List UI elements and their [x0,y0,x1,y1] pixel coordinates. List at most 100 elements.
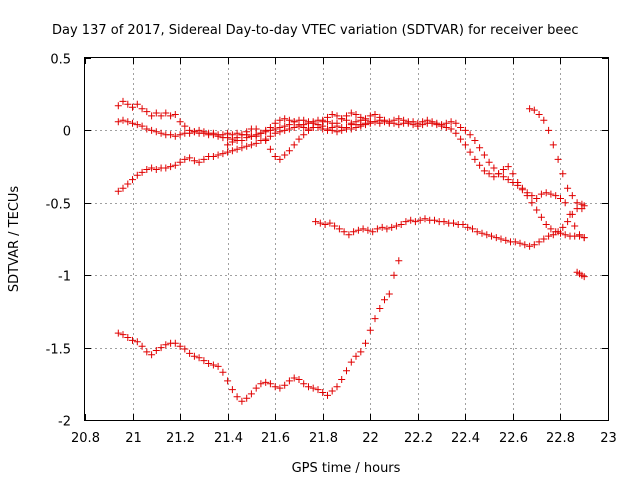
data-point-trace-3 [224,148,232,156]
data-point-trace-8 [328,387,336,395]
data-point-trace-3 [438,122,446,130]
data-point-trace-3 [281,126,289,134]
data-point-trace-8 [238,397,246,405]
data-point-trace-5 [316,219,324,227]
data-point-trace-8 [352,352,360,360]
data-point-trace-8 [119,331,127,339]
data-point-trace-8 [266,380,274,388]
data-point-trace-4 [233,134,241,142]
data-point-trace-6 [549,141,557,149]
data-point-trace-1 [152,109,160,117]
data-point-trace-5 [459,221,467,228]
data-point-trace-4 [314,124,322,131]
data-point-trace-4 [271,153,279,160]
data-point-trace-2 [262,128,270,136]
data-point-trace-5 [568,210,576,218]
data-point-trace-2 [152,128,160,136]
data-point-trace-5 [369,228,377,236]
data-point-trace-2 [205,129,213,137]
data-point-trace-8 [162,341,170,349]
data-point-trace-3 [285,125,293,133]
data-point-trace-1 [167,112,175,120]
data-point-trace-8 [343,367,350,375]
data-point-trace-3 [171,161,179,169]
data-point-trace-8 [281,381,289,389]
data-point-trace-5 [345,231,353,239]
y-tick-label: 0.5 [50,53,71,68]
data-point-trace-2 [209,131,217,139]
data-point-trace-2 [186,129,194,137]
data-point-trace-2 [114,118,122,126]
data-point-trace-5 [388,223,396,231]
data-point-trace-8 [190,352,198,360]
data-point-trace-5 [407,216,415,224]
data-point-trace-8 [376,305,384,312]
data-point-trace-4 [243,128,251,136]
data-point-trace-1 [181,122,189,130]
data-point-trace-5 [350,228,358,236]
data-point-trace-8 [157,344,165,352]
data-point-trace-3 [138,168,146,176]
data-point-trace-3 [471,155,479,163]
data-point-trace-8 [385,290,393,298]
data-point-trace-2 [371,111,379,118]
data-point-trace-2 [471,137,479,144]
data-point-trace-5 [416,216,424,224]
data-point-trace-2 [480,151,488,159]
data-point-trace-4 [290,141,298,149]
data-point-trace-3 [152,166,160,173]
data-point-trace-3 [561,199,569,207]
data-point-trace-2 [452,119,460,127]
grid [85,58,608,420]
data-point-trace-8 [152,347,160,354]
data-point-trace-2 [195,126,203,134]
x-tick-label: 21 [125,431,142,446]
data-point-trace-5 [497,235,505,243]
data-point-trace-5 [488,232,495,240]
data-point-trace-5 [326,219,334,227]
data-point-trace-1 [143,108,151,116]
data-point-trace-6 [545,126,553,134]
data-point-trace-3 [404,119,412,127]
data-point-trace-3 [319,116,327,124]
data-point-trace-4 [343,112,350,120]
data-point-trace-5 [464,223,472,231]
data-point-trace-3 [537,190,545,198]
data-point-trace-5 [511,238,519,246]
data-point-trace-6 [530,106,538,114]
data-point-trace-2 [457,124,465,131]
data-point-trace-1 [176,118,184,126]
data-point-trace-2 [171,132,179,140]
data-point-trace-3 [200,155,208,163]
data-point-trace-2 [504,176,512,184]
data-point-trace-5 [421,215,429,223]
data-point-trace-1 [276,116,284,124]
data-point-trace-5 [545,232,553,240]
data-point-trace-3 [119,184,127,192]
data-point-trace-8 [381,296,388,304]
data-point-trace-5 [364,226,372,234]
data-point-trace-3 [181,155,189,163]
data-point-trace-3 [162,164,170,172]
data-point-trace-8 [338,376,346,383]
data-point-trace-3 [243,142,251,150]
data-point-trace-8 [181,345,189,353]
data-point-trace-8 [138,342,146,350]
data-point-trace-4 [333,119,341,127]
data-point-trace-3 [338,124,346,131]
x-tick-label: 21.6 [261,431,290,446]
y-tick-label: -1.5 [46,343,71,358]
data-point-trace-8 [390,271,398,279]
data-point-trace-2 [485,158,493,166]
x-tick-label: 20.8 [71,431,100,446]
data-point-trace-3 [571,222,579,230]
data-point-trace-4 [224,141,232,149]
data-point-trace-1 [171,111,179,118]
data-point-trace-8 [133,338,141,346]
data-point-trace-8 [176,342,184,350]
data-point-trace-4 [266,145,274,153]
data-point-trace-6 [540,116,548,124]
data-point-trace-3 [124,180,132,188]
data-point-trace-3 [271,129,279,137]
axis-ticks: 20.8 21 21.2 21.4 21.6 21.8 22 22.2 22.4 22.6 22.8… [46,53,617,447]
